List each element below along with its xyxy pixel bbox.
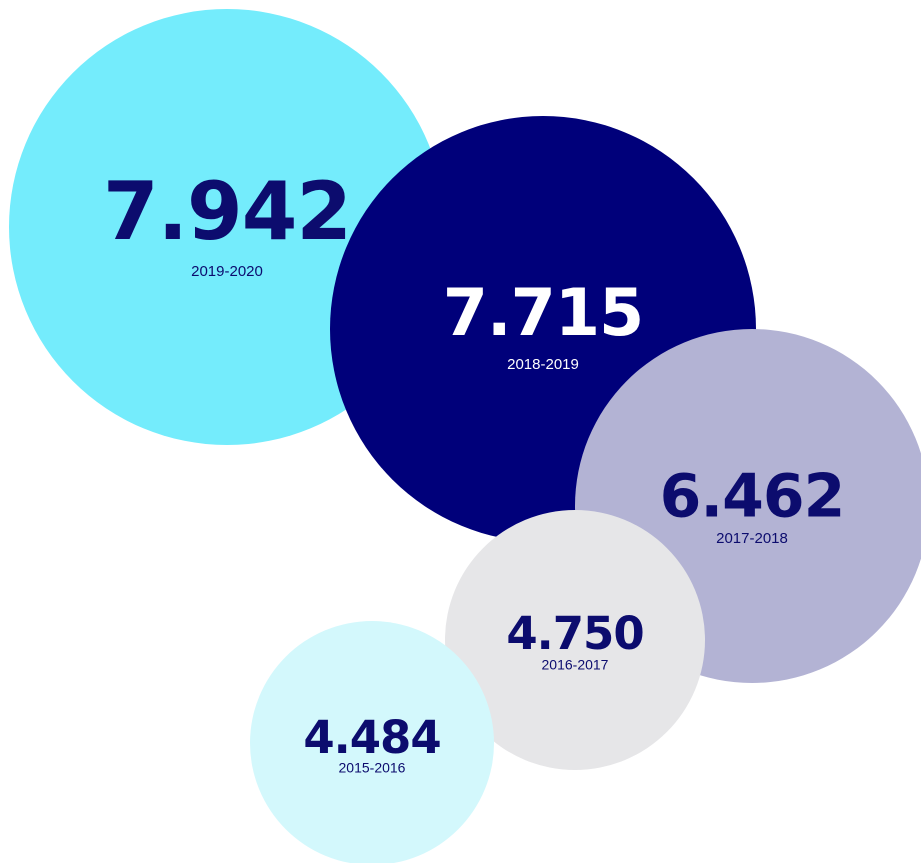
bubble-label-2018-2019: 2018-2019 — [507, 356, 579, 373]
bubble-label-2015-2016: 2015-2016 — [339, 760, 406, 776]
bubble-2016-2017 — [445, 510, 705, 770]
bubble-value-2015-2016: 4.484 — [303, 711, 440, 764]
bubble-value-2017-2018: 6.462 — [660, 462, 845, 532]
bubbles-layer: 7.942 2019-2020 7.715 2018-2019 6.4622017-20… — [9, 9, 921, 863]
bubble-label-2017-2018: 2017-2018 — [716, 530, 788, 547]
bubble-value-2018-2019: 7.715 — [443, 276, 644, 351]
bubble-label-2016-2017: 2016-2017 — [542, 657, 609, 673]
bubble-value-2019-2020: 7.942 — [103, 165, 351, 258]
bubble-value-2016-2017: 4.750 — [506, 607, 643, 660]
bubble-label-2019-2020: 2019-2020 — [191, 263, 263, 280]
bubble-2015-2016 — [250, 621, 494, 863]
